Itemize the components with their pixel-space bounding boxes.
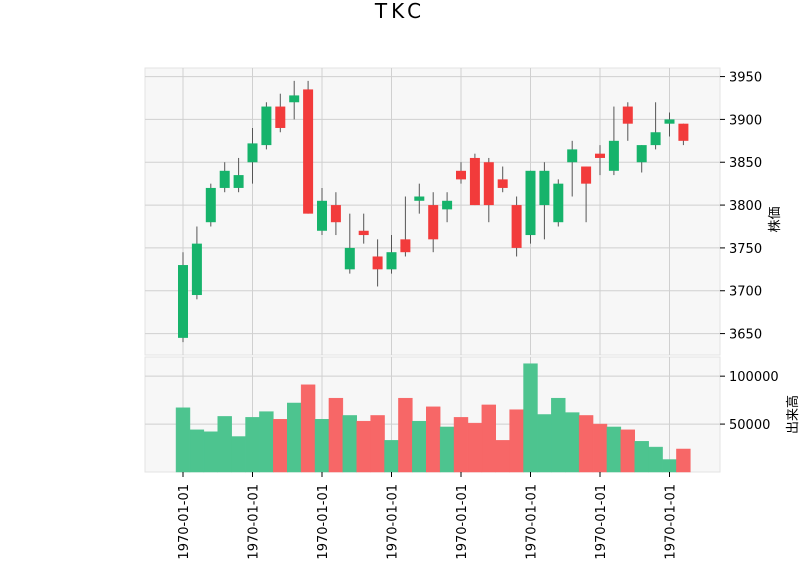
x-tick-label: 1970-01-01 — [455, 484, 470, 560]
volume-axis-label: 出来高 — [785, 395, 800, 434]
volume-bar — [300, 384, 316, 473]
candle-body — [247, 143, 258, 163]
volume-bar — [523, 363, 538, 473]
candle-body — [456, 170, 466, 180]
volume-bar — [509, 409, 524, 473]
price-tick-label: 3800 — [729, 199, 762, 214]
volume-panel: 50000 100000 出来高 — [144, 356, 800, 473]
volume-bar — [676, 448, 691, 473]
candle-body — [372, 256, 383, 270]
candle-body — [386, 252, 397, 270]
candle-body — [400, 239, 411, 253]
volume-bar — [287, 402, 302, 473]
volume-bar — [259, 411, 274, 473]
volume-tick-label: 50000 — [729, 418, 770, 433]
candle-body — [303, 89, 314, 214]
volume-bar — [426, 406, 441, 473]
volume-bar — [648, 446, 663, 473]
volume-bar — [592, 423, 608, 473]
candle-body — [553, 183, 564, 223]
candle-body — [539, 170, 550, 206]
price-panel: 3650 3700 3750 3800 3850 3900 3950 株価 — [144, 67, 783, 356]
candle-body — [650, 132, 661, 146]
candle-body — [664, 119, 675, 124]
volume-bar — [453, 417, 469, 473]
candle-body — [469, 157, 480, 206]
volume-bar — [356, 420, 371, 473]
chart-title: TKC — [374, 0, 425, 23]
candle-body — [636, 145, 647, 163]
candle-body — [581, 166, 592, 184]
volume-bar — [189, 429, 205, 473]
candle-body — [442, 200, 453, 210]
candle-body — [317, 200, 327, 231]
volume-bar — [203, 431, 219, 473]
volume-bar — [370, 415, 385, 473]
price-axis-label: 株価 — [768, 206, 783, 232]
candle-body — [191, 243, 202, 296]
candle-body — [205, 187, 216, 223]
volume-bar — [578, 415, 594, 473]
x-tick-label: 1970-01-01 — [386, 484, 401, 560]
candle-body — [622, 106, 633, 124]
x-tick-label: 1970-01-01 — [177, 484, 192, 560]
candle-body — [289, 95, 300, 103]
candle-body — [525, 170, 536, 236]
candle-body — [261, 106, 272, 146]
price-tick-label: 3750 — [729, 242, 762, 257]
volume-bar — [342, 415, 358, 473]
volume-bar — [231, 436, 246, 473]
volume-bar — [273, 419, 288, 473]
candle-body — [344, 247, 355, 270]
volume-bar — [467, 422, 483, 473]
x-tick-label: 1970-01-01 — [247, 484, 262, 560]
volume-bar — [217, 416, 232, 473]
volume-bar — [398, 397, 413, 473]
volume-bar — [606, 426, 622, 473]
volume-bar — [328, 397, 344, 473]
volume-bar — [245, 417, 260, 473]
x-axis: 1970-01-01 1970-01-01 1970-01-01 1970-01-01… — [177, 472, 679, 560]
volume-tick-label: 100000 — [729, 370, 779, 385]
volume-bar — [565, 412, 580, 473]
volume-bar — [620, 429, 635, 473]
volume-bar — [384, 440, 399, 473]
price-tick-label: 3700 — [729, 285, 762, 300]
volume-bar — [551, 397, 566, 473]
candle-body — [567, 149, 578, 163]
volume-bar — [175, 407, 191, 473]
x-tick-label: 1970-01-01 — [664, 484, 679, 560]
x-tick-label: 1970-01-01 — [316, 484, 331, 560]
candle-body — [219, 170, 230, 188]
volume-bar — [439, 426, 455, 473]
candle-body — [233, 175, 244, 188]
volume-bar — [412, 420, 427, 473]
candle-body — [428, 205, 439, 240]
price-tick-label: 3650 — [729, 328, 762, 343]
price-tick-label: 3950 — [729, 71, 762, 86]
price-tick-label: 3900 — [729, 113, 762, 128]
volume-bar — [537, 414, 552, 473]
candle-body — [275, 106, 286, 128]
volume-bar — [495, 440, 510, 473]
candle-body — [678, 123, 689, 141]
candle-body — [595, 153, 605, 158]
candle-body — [414, 196, 425, 201]
candle-body — [511, 205, 522, 248]
candle-body — [608, 140, 619, 171]
candle-body — [178, 265, 188, 338]
volume-bar — [634, 441, 649, 473]
x-tick-label: 1970-01-01 — [594, 484, 609, 560]
volume-bar — [314, 419, 330, 473]
candle-body — [358, 230, 369, 236]
volume-bar — [481, 404, 497, 473]
candle-body — [483, 162, 494, 206]
candle-body — [330, 205, 341, 223]
price-tick-label: 3850 — [729, 156, 762, 171]
candle-body — [497, 179, 508, 188]
x-tick-label: 1970-01-01 — [525, 484, 540, 560]
volume-bar — [662, 459, 677, 473]
